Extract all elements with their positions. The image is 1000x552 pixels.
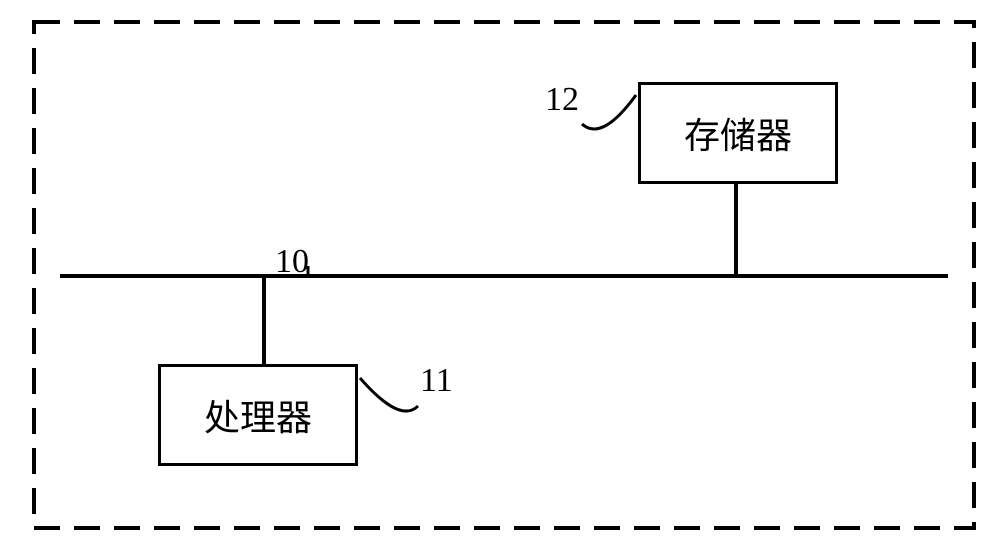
memory-label: 存储器 bbox=[684, 107, 792, 159]
memory-ref-curve bbox=[582, 95, 636, 129]
processor-box: 处理器 bbox=[158, 364, 358, 466]
diagram-svg bbox=[0, 0, 1000, 552]
memory-box: 存储器 bbox=[638, 82, 838, 184]
processor-label: 处理器 bbox=[204, 389, 312, 441]
processor-ref-curve bbox=[360, 378, 418, 411]
processor-ref-label: 11 bbox=[420, 362, 453, 400]
memory-ref-label: 12 bbox=[545, 81, 579, 119]
diagram-canvas: 存储器 处理器 10 12 11 bbox=[0, 0, 1000, 552]
bus-ref-label: 10 bbox=[275, 243, 309, 281]
